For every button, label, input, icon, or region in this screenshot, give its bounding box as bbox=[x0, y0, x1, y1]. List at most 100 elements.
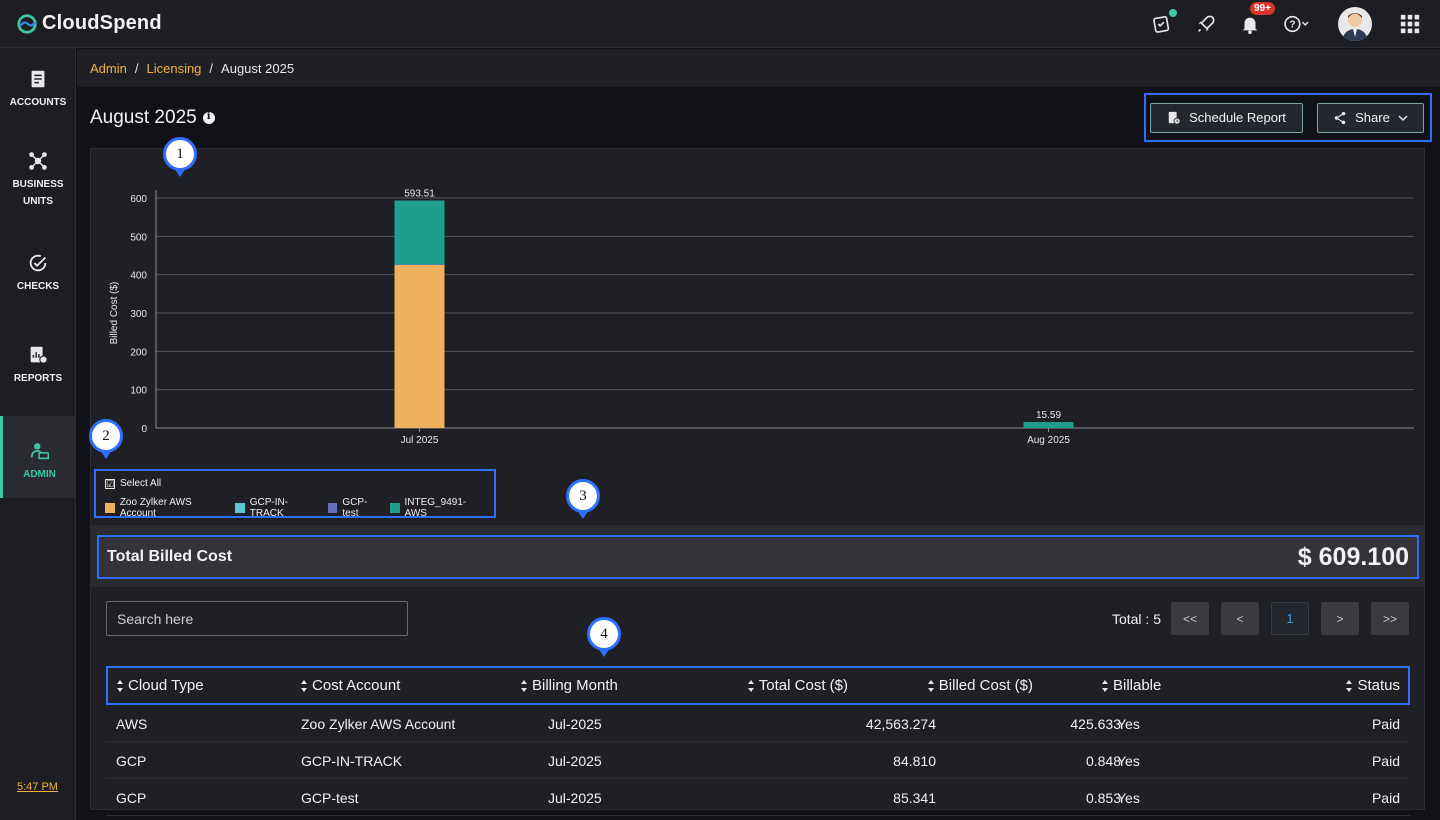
last-page-button[interactable]: >> bbox=[1371, 602, 1409, 635]
share-icon bbox=[1334, 111, 1346, 124]
svg-text:?: ? bbox=[1289, 20, 1295, 31]
column-header[interactable]: Billed Cost ($) bbox=[927, 668, 1033, 703]
legend-item[interactable]: GCP-IN-TRACK bbox=[234, 497, 321, 519]
total-billed-cost-label: Total Billed Cost bbox=[107, 548, 233, 565]
breadcrumb-separator: / bbox=[209, 60, 214, 76]
tasks-icon[interactable] bbox=[1150, 9, 1177, 36]
sort-icon bbox=[1102, 679, 1108, 692]
table-cell: GCP bbox=[116, 789, 147, 806]
table-cell: Yes bbox=[1117, 789, 1140, 806]
sidebar-item-admin[interactable]: ADMIN bbox=[0, 416, 76, 498]
column-header[interactable]: Billable bbox=[1101, 668, 1161, 703]
x-tick-label: Jul 2025 bbox=[401, 435, 439, 446]
legend-item[interactable]: GCP-test bbox=[327, 497, 383, 519]
table-cell: 0.848 bbox=[1085, 752, 1121, 769]
user-avatar[interactable] bbox=[1338, 7, 1372, 41]
column-header-label: Cloud Type bbox=[128, 677, 204, 694]
legend-item[interactable]: INTEG_9491-AWS bbox=[389, 497, 487, 519]
bar-total-label: 593.51 bbox=[404, 188, 435, 199]
clock-time[interactable]: 5:47 PM bbox=[17, 781, 58, 793]
select-all-label: Select All bbox=[120, 478, 162, 489]
prev-page-button[interactable]: < bbox=[1221, 602, 1259, 635]
y-tick-label: 200 bbox=[130, 347, 147, 358]
legend-label: Zoo Zylker AWS Account bbox=[119, 497, 192, 519]
bar-segment bbox=[394, 264, 445, 266]
table-cell: Jul-2025 bbox=[548, 789, 602, 806]
column-header[interactable]: Cloud Type bbox=[116, 668, 204, 703]
sort-icon bbox=[301, 679, 307, 692]
x-tick-label: Aug 2025 bbox=[1027, 435, 1070, 446]
total-billed-cost: Total Billed Cost $ 609.100 bbox=[97, 535, 1419, 579]
marker-3: 3 bbox=[566, 479, 600, 519]
search-input[interactable] bbox=[106, 601, 408, 636]
breadcrumb-current: August 2025 bbox=[221, 60, 295, 76]
sidebar-item-accounts[interactable]: ACCOUNTS bbox=[0, 68, 76, 111]
table-cell: Zoo Zylker AWS Account bbox=[301, 715, 456, 732]
table-cell: 84.810 bbox=[893, 752, 936, 769]
chart-legend: ☑ Select All Zoo Zylker AWS Account GCP-I… bbox=[94, 469, 496, 519]
table-cell: Yes bbox=[1117, 752, 1140, 769]
table-cell: Paid bbox=[1371, 752, 1400, 769]
marker-label: 1 bbox=[163, 137, 197, 171]
table-cell: Yes bbox=[1117, 715, 1140, 732]
info-icon[interactable] bbox=[202, 111, 215, 124]
column-header-label: Total Cost ($) bbox=[758, 677, 848, 694]
first-page-button[interactable]: << bbox=[1171, 602, 1209, 635]
bar-segment bbox=[394, 264, 445, 428]
bar-segment bbox=[1023, 422, 1074, 428]
sort-icon bbox=[521, 679, 527, 692]
schedule-report-button[interactable]: Schedule Report bbox=[1150, 102, 1303, 133]
app-grid-icon[interactable] bbox=[1398, 12, 1422, 36]
marker-label: 2 bbox=[89, 419, 123, 453]
table-cell: GCP bbox=[116, 752, 147, 769]
y-tick-label: 0 bbox=[141, 424, 147, 435]
table-header: Cloud Type Cost Account Billing Month Total… bbox=[106, 666, 1410, 705]
help-icon[interactable]: ? bbox=[1282, 12, 1312, 36]
column-header[interactable]: Status bbox=[1345, 668, 1400, 703]
admin-icon bbox=[30, 443, 49, 460]
legend-swatch bbox=[105, 503, 115, 513]
breadcrumb-licensing[interactable]: Licensing bbox=[146, 60, 202, 76]
pagination: Total : 5 << < 1 > >> bbox=[1112, 602, 1409, 635]
y-tick-label: 100 bbox=[130, 386, 147, 397]
current-page-button[interactable]: 1 bbox=[1271, 602, 1309, 635]
next-page-button[interactable]: > bbox=[1321, 602, 1359, 635]
column-header[interactable]: Total Cost ($) bbox=[747, 668, 848, 703]
sort-icon bbox=[1346, 679, 1353, 692]
column-header[interactable]: Cost Account bbox=[300, 668, 400, 703]
share-button[interactable]: Share bbox=[1317, 102, 1424, 133]
table-cell: Paid bbox=[1371, 789, 1400, 806]
y-tick-label: 500 bbox=[130, 232, 147, 243]
bar-segment bbox=[394, 264, 445, 265]
marker-label: 4 bbox=[587, 617, 621, 651]
legend-item[interactable]: Zoo Zylker AWS Account bbox=[105, 497, 228, 519]
sidebar-item-label: REPORTS bbox=[13, 373, 63, 384]
table-cell: 425.633 bbox=[1070, 715, 1121, 732]
marker-4: 4 bbox=[587, 617, 621, 657]
sidebar-item-checks[interactable]: CHECKS bbox=[0, 252, 76, 295]
app-name: CloudSpend bbox=[42, 12, 162, 34]
marker-tip bbox=[100, 450, 112, 459]
select-all-checkbox[interactable]: ☑ Select All bbox=[105, 478, 161, 489]
top-bar: CloudSpend 99+ ? bbox=[0, 0, 1440, 48]
breadcrumb-separator: / bbox=[134, 60, 139, 76]
total-count: Total : 5 bbox=[1111, 610, 1161, 627]
sort-icon bbox=[927, 679, 934, 692]
total-band: Total Billed Cost $ 609.100 bbox=[91, 525, 1424, 587]
table-row[interactable]: GCP GCP-IN-TRACK Jul-2025 84.810 0.848 Yes Pai… bbox=[106, 742, 1410, 779]
column-header[interactable]: Billing Month bbox=[520, 668, 618, 703]
marker-tip bbox=[174, 168, 186, 177]
schedule-report-icon bbox=[1168, 111, 1181, 125]
table-row[interactable]: AWS Zoo Zylker AWS Account Jul-2025 42,563.… bbox=[106, 705, 1410, 742]
table-row[interactable]: GCP GCP-test Jul-2025 85.341 0.853 Yes Paid bbox=[106, 779, 1410, 816]
rocket-icon[interactable] bbox=[1194, 12, 1218, 36]
sidebar-item-business-units[interactable]: BUSINESS UNITS bbox=[0, 150, 76, 210]
billed-cost-chart: 0 100 200 300 400 500 600 Billed Cost ($) 593.51… bbox=[109, 188, 1414, 446]
page-title-wrap: August 2025 bbox=[90, 107, 215, 129]
breadcrumb-admin[interactable]: Admin bbox=[90, 60, 127, 76]
app-logo[interactable]: CloudSpend bbox=[16, 12, 162, 35]
bar-segment bbox=[394, 200, 445, 265]
sidebar-item-reports[interactable]: REPORTS bbox=[0, 344, 76, 387]
notifications-bell-icon[interactable]: 99+ bbox=[1238, 2, 1275, 36]
sidebar-item-label: ACCOUNTS bbox=[9, 97, 67, 108]
